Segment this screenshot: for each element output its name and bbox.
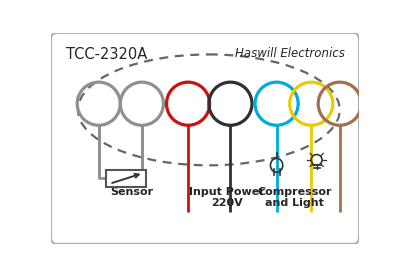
Text: TCC-2320A: TCC-2320A bbox=[66, 47, 148, 62]
FancyBboxPatch shape bbox=[51, 33, 359, 244]
Text: Sensor: Sensor bbox=[110, 187, 154, 197]
Bar bbox=[106, 170, 146, 187]
Text: Compressor
and Light: Compressor and Light bbox=[257, 187, 332, 209]
Text: Input Power
220V: Input Power 220V bbox=[189, 187, 264, 209]
Text: Haswill Electronics: Haswill Electronics bbox=[235, 47, 345, 60]
